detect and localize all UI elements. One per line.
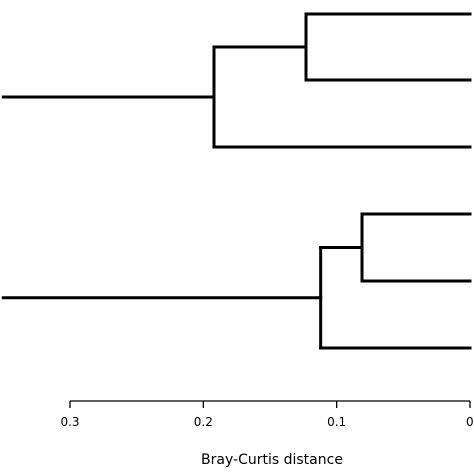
tick-label: 0.2 bbox=[194, 415, 213, 429]
dendrogram-branches bbox=[1, 12, 472, 350]
axis-title: Bray-Curtis distance bbox=[201, 452, 343, 468]
distance-axis: 0.3 0.2 0.1 0. Bray-Curtis distance bbox=[60, 400, 474, 468]
tick-label: 0. bbox=[466, 415, 474, 429]
tick-label: 0.3 bbox=[60, 415, 79, 429]
tick-label: 0.1 bbox=[327, 415, 346, 429]
axis-ticks: 0.3 0.2 0.1 0. bbox=[60, 401, 474, 429]
